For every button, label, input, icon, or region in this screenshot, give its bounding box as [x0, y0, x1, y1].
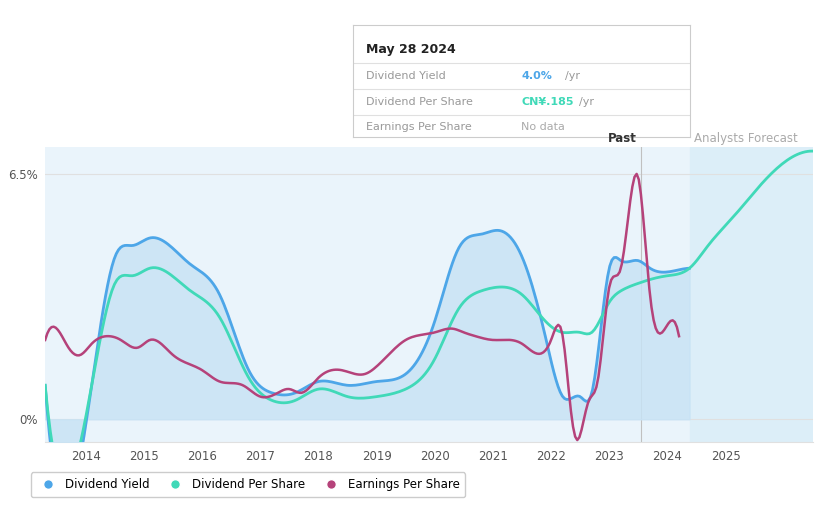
Text: Earnings Per Share: Earnings Per Share: [366, 121, 472, 132]
Text: Dividend Per Share: Dividend Per Share: [366, 97, 474, 107]
Text: 4.0%: 4.0%: [521, 71, 553, 81]
Text: No data: No data: [521, 121, 565, 132]
Text: /yr: /yr: [565, 71, 580, 81]
Text: Dividend Yield: Dividend Yield: [366, 71, 447, 81]
Text: Past: Past: [608, 132, 637, 145]
Legend: Dividend Yield, Dividend Per Share, Earnings Per Share: Dividend Yield, Dividend Per Share, Earn…: [30, 472, 466, 497]
Text: /yr: /yr: [579, 97, 594, 107]
Text: Analysts Forecast: Analysts Forecast: [694, 132, 797, 145]
Text: CN¥.185: CN¥.185: [521, 97, 574, 107]
Bar: [690, 147, 813, 442]
Text: May 28 2024: May 28 2024: [366, 43, 456, 56]
